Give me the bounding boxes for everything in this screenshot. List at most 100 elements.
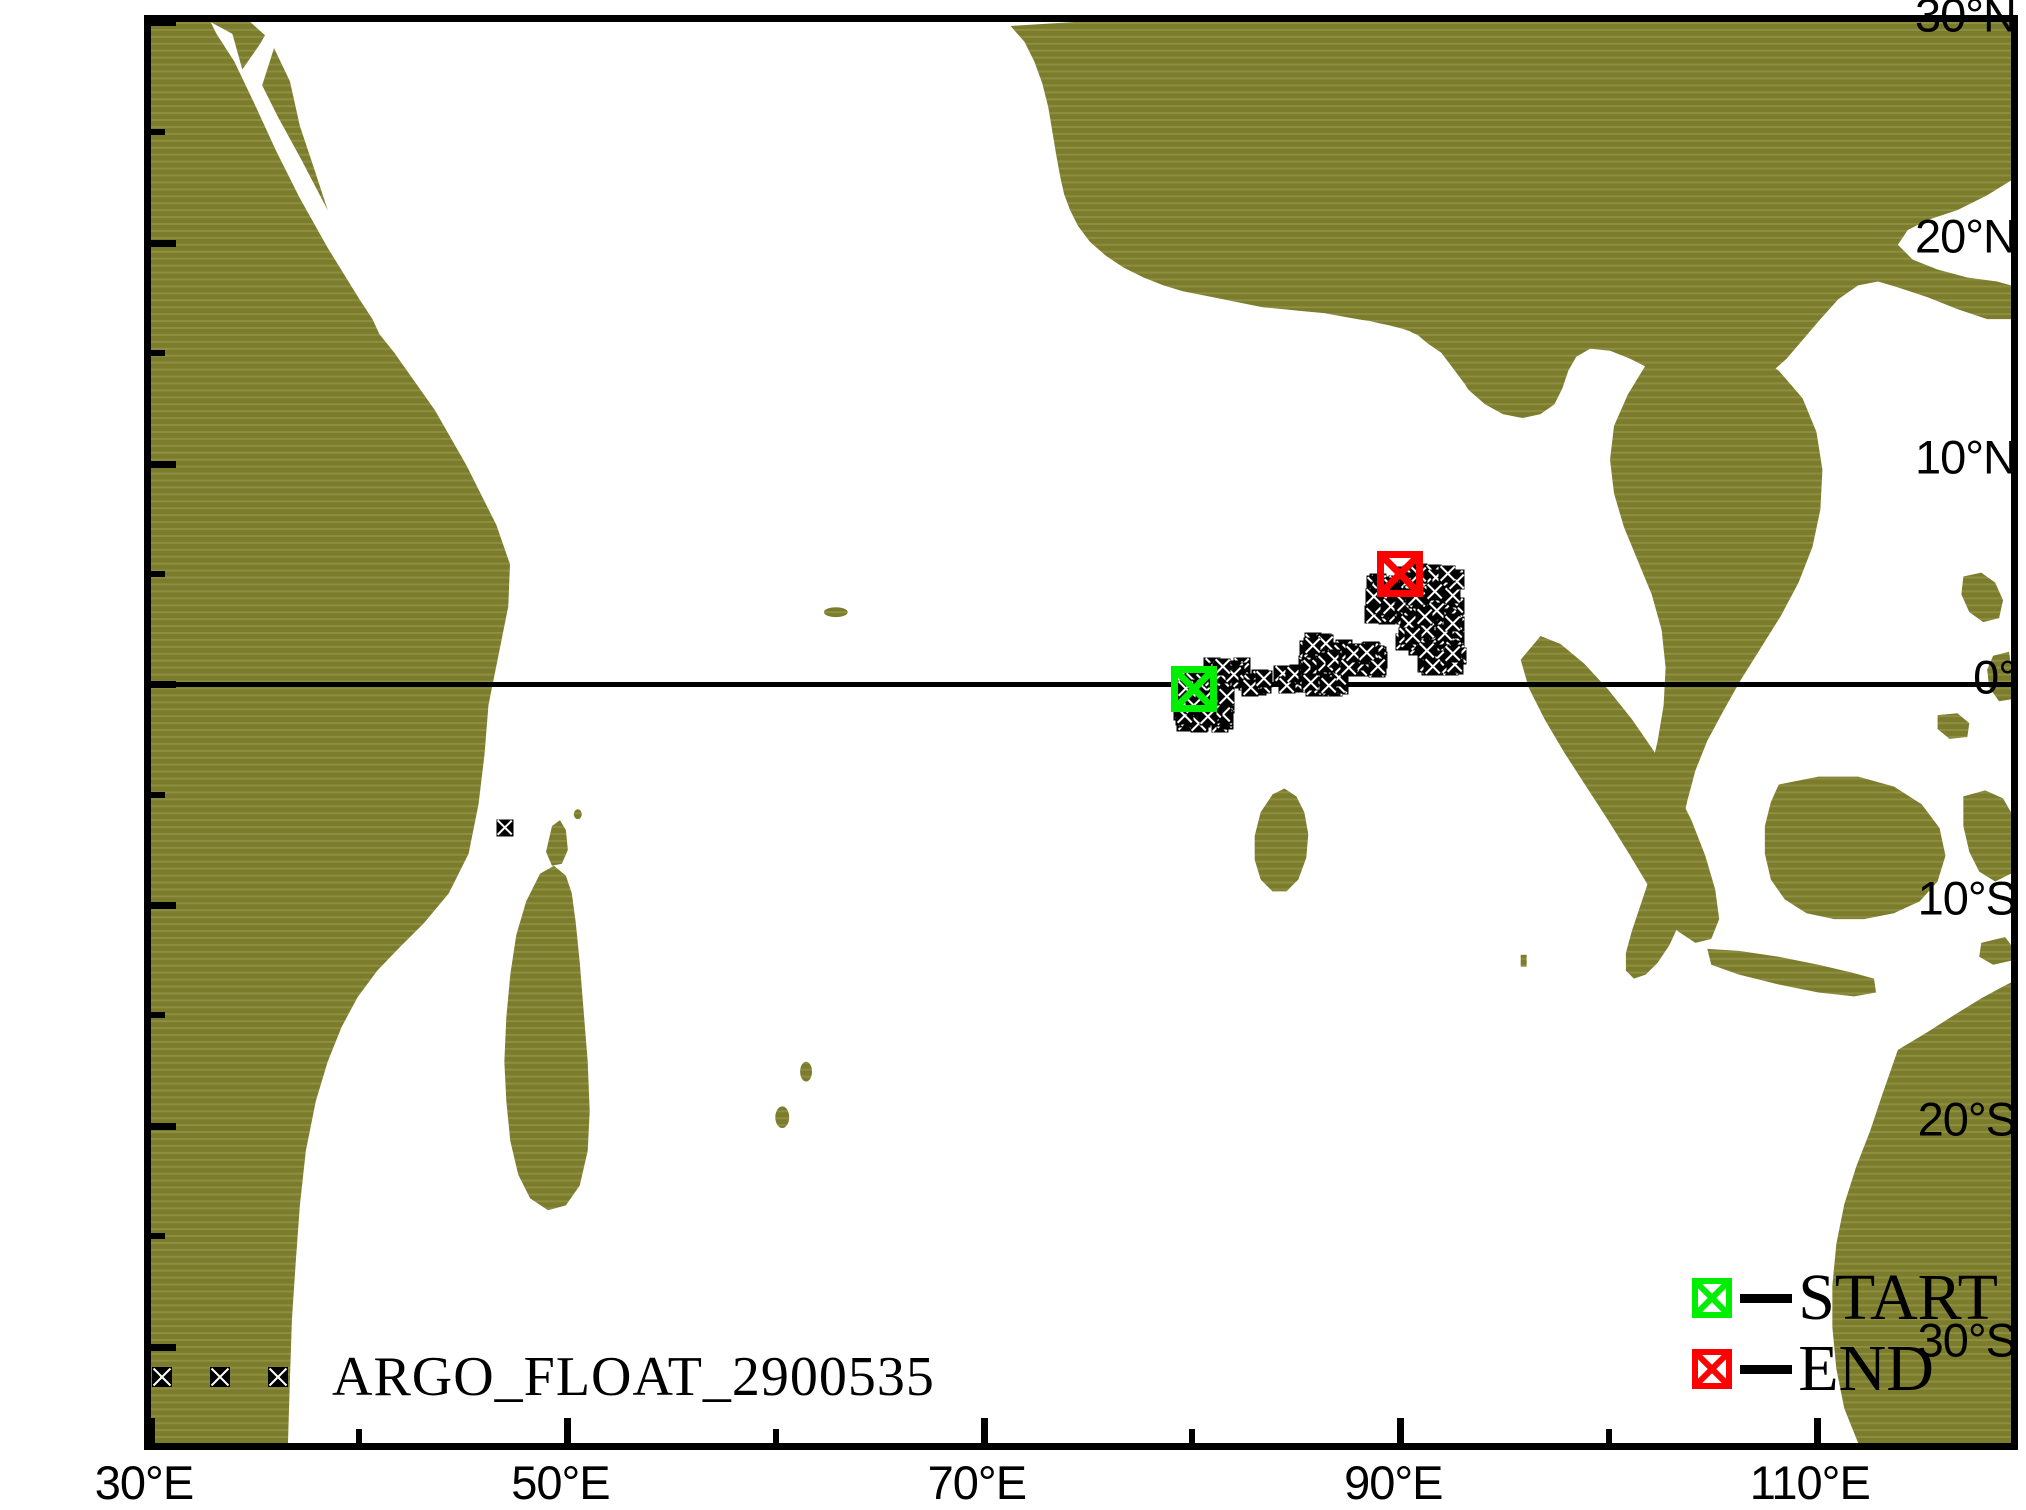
y-tick-label--20: 20°S xyxy=(1917,1092,2017,1146)
y-tick-0 xyxy=(151,681,176,689)
start-legend-label: START xyxy=(1798,1261,1998,1334)
y-tick-label-10: 10°N xyxy=(1914,430,2017,484)
track-point-c0 xyxy=(1199,708,1217,726)
end-marker xyxy=(1377,550,1424,597)
x-tick-label-30: 30°E xyxy=(94,1456,194,1509)
track-point-c0 xyxy=(1217,688,1235,705)
track-point-c7 xyxy=(1426,583,1444,601)
track-point-c1 xyxy=(1213,658,1231,676)
end-marker-icon xyxy=(1692,1349,1733,1390)
track-point-c8 xyxy=(1444,645,1462,663)
bay-of-bengal-white xyxy=(1324,412,1674,943)
start-legend-dash xyxy=(1740,1293,1793,1303)
y-tick-label--10: 10°S xyxy=(1917,871,2017,925)
track-outlier-point-0 xyxy=(496,819,514,837)
track-point-c5 xyxy=(1340,659,1358,677)
x-tick-40 xyxy=(356,1429,363,1443)
x-tick-100 xyxy=(1605,1429,1612,1443)
series-marker-icon-1 xyxy=(152,1367,172,1387)
madagascar xyxy=(504,865,590,1211)
x-tick-label-90: 90°E xyxy=(1344,1456,1443,1509)
asia-landmass xyxy=(1010,22,2011,419)
mauritius-island xyxy=(800,1061,813,1082)
y-tick--20 xyxy=(151,1122,176,1130)
track-point-c4 xyxy=(1316,634,1334,652)
start-marker xyxy=(1171,665,1218,712)
hainan-island xyxy=(1860,202,1894,238)
y-tick-5 xyxy=(151,570,165,577)
track-point-c7 xyxy=(1443,586,1461,604)
y-tick-label-0: 0° xyxy=(1973,650,2017,704)
track-point-c7 xyxy=(1415,608,1433,626)
taiwan-island xyxy=(1911,156,1936,207)
track-point-c4 xyxy=(1301,673,1319,691)
world-coastline-map xyxy=(151,22,2011,1443)
y-tick-25 xyxy=(151,129,165,136)
track-point-c7 xyxy=(1404,627,1422,645)
track-point-c8 xyxy=(1423,658,1441,676)
series-legend-label: ARGO_FLOAT_2900535 xyxy=(332,1346,935,1408)
end-legend-label: END xyxy=(1798,1331,1934,1405)
y-tick--10 xyxy=(151,902,176,910)
y-tick--25 xyxy=(151,1233,165,1240)
track-point-c7 xyxy=(1417,621,1435,639)
x-tick-70 xyxy=(980,1418,988,1443)
x-tick-50 xyxy=(564,1418,572,1443)
start-end-legend: START END xyxy=(1692,1261,1998,1405)
legend-row-start: START xyxy=(1692,1261,1998,1334)
y-tick--5 xyxy=(151,791,165,798)
y-tick-20 xyxy=(151,239,176,247)
track-point-c5 xyxy=(1358,643,1376,661)
reunion-island xyxy=(775,1106,790,1129)
track-point-c4 xyxy=(1303,637,1321,655)
nicobar-island-2 xyxy=(1520,954,1527,967)
track-point-c7 xyxy=(1443,614,1461,632)
x-tick-label-70: 70°E xyxy=(927,1456,1027,1509)
borneo-ne-island xyxy=(1937,713,1970,739)
x-tick-60 xyxy=(772,1429,779,1443)
equator-line xyxy=(151,682,2011,688)
persian-gulf xyxy=(786,22,1075,288)
australia xyxy=(1832,982,2011,1443)
y-tick-30 xyxy=(151,22,176,26)
y-tick-label-20: 20°N xyxy=(1914,209,2017,263)
indochina-peninsula xyxy=(1610,328,1823,852)
philippines-island-1 xyxy=(1961,572,2004,623)
y-tick--15 xyxy=(151,1012,165,1019)
y-tick-10 xyxy=(151,460,176,468)
x-tick-110 xyxy=(1813,1418,1821,1443)
africa-arabia-landmass xyxy=(151,22,511,1443)
x-tick-90 xyxy=(1397,1418,1405,1443)
y-tick-label--30: 30°S xyxy=(1917,1313,2017,1367)
series-marker-icon-3 xyxy=(268,1367,288,1387)
x-tick-30 xyxy=(151,1418,155,1443)
legend-row-end: END xyxy=(1692,1331,1934,1405)
philippines-island-2 xyxy=(1987,651,2011,702)
madagascar-north-tip xyxy=(546,820,568,866)
sri-lanka xyxy=(1254,788,1309,892)
x-tick-label-50: 50°E xyxy=(511,1456,610,1509)
borneo xyxy=(1764,776,1946,920)
y-tick--30 xyxy=(151,1343,176,1351)
x-tick-80 xyxy=(1189,1429,1196,1443)
series-legend: ARGO_FLOAT_2900535 xyxy=(152,1345,935,1409)
socotra-island xyxy=(823,607,848,618)
y-tick-15 xyxy=(151,350,165,357)
end-legend-dash xyxy=(1740,1364,1793,1374)
series-marker-icon-2 xyxy=(210,1367,230,1387)
map-plot-frame xyxy=(144,15,2018,1450)
y-tick-label-30: 30°N xyxy=(1914,0,2017,42)
track-point-c8 xyxy=(1418,642,1436,660)
track-point-c7 xyxy=(1438,565,1456,583)
x-tick-label-110: 110°E xyxy=(1749,1456,1871,1509)
sulawesi xyxy=(1963,790,2011,882)
track-point-c5 xyxy=(1369,658,1387,676)
red-sea xyxy=(210,22,578,656)
sumatra xyxy=(1520,635,1720,943)
track-point-c4 xyxy=(1319,676,1337,694)
java xyxy=(1707,948,1877,997)
seychelles-dot xyxy=(573,809,582,820)
timor-island xyxy=(1979,936,2011,965)
start-marker-icon xyxy=(1692,1278,1733,1319)
